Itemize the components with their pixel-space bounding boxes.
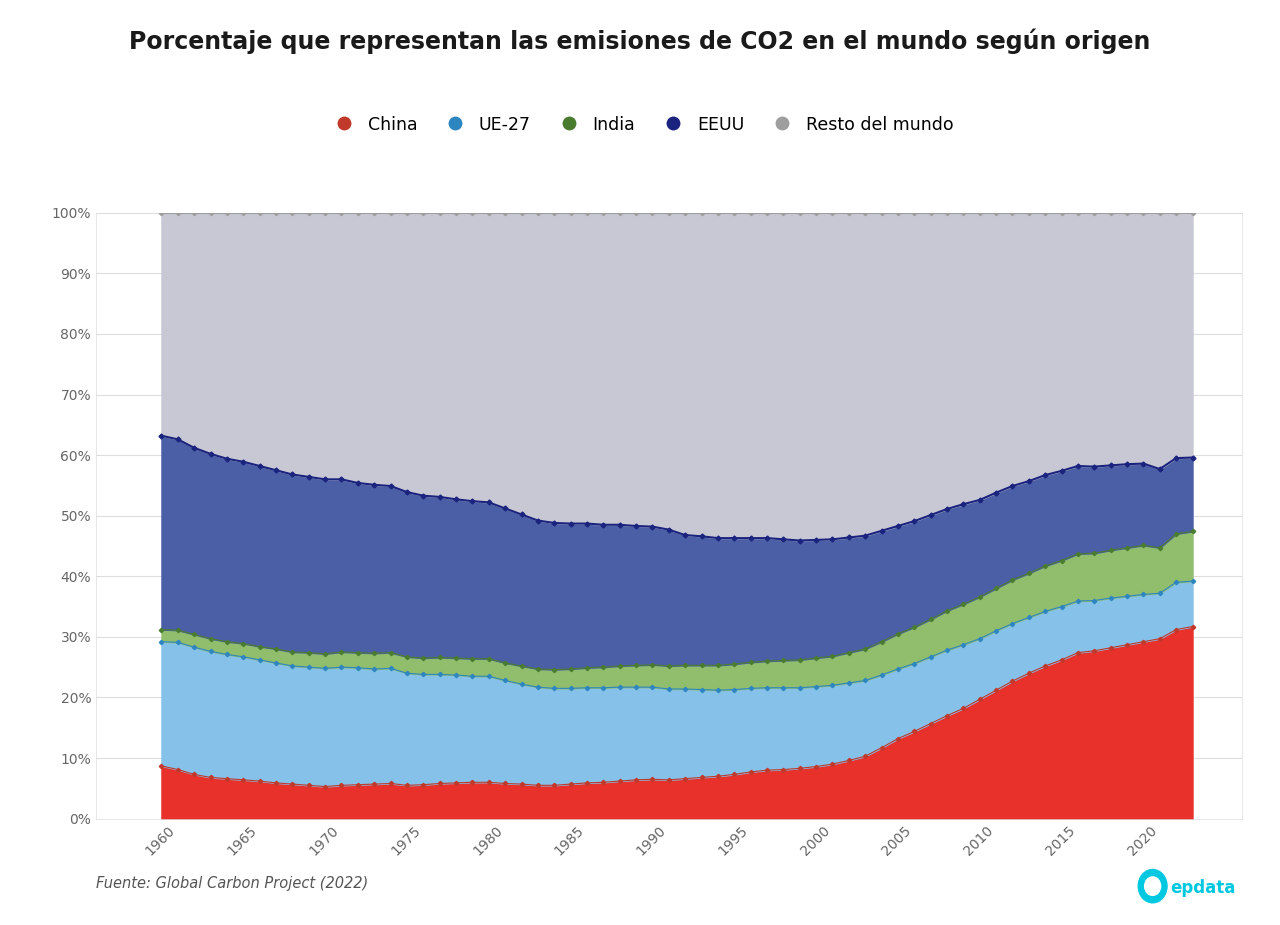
Legend: China, UE-27, India, EEUU, Resto del mundo: China, UE-27, India, EEUU, Resto del mun… (320, 108, 960, 141)
Text: epdata: epdata (1170, 879, 1235, 897)
Text: Fuente: Global Carbon Project (2022): Fuente: Global Carbon Project (2022) (96, 876, 369, 891)
Text: Porcentaje que representan las emisiones de CO2 en el mundo según origen: Porcentaje que representan las emisiones… (129, 29, 1151, 55)
Circle shape (1144, 877, 1161, 895)
Circle shape (1138, 870, 1167, 903)
